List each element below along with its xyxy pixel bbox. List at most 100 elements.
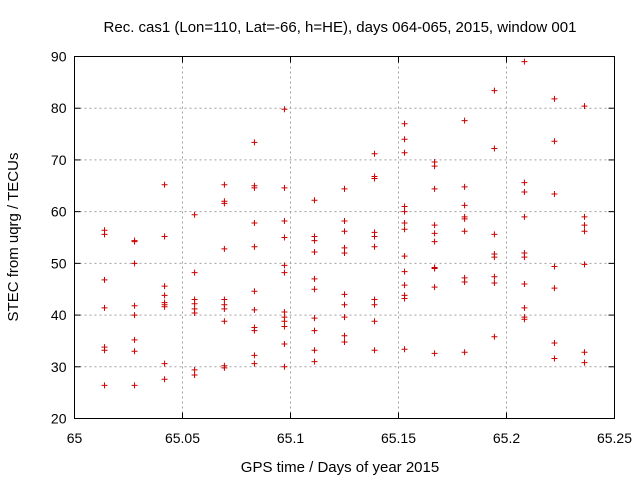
- data-point: [251, 220, 258, 227]
- data-point: [341, 250, 348, 257]
- data-point: [371, 318, 378, 325]
- data-point: [101, 382, 108, 389]
- y-tick-label: 50: [51, 255, 67, 271]
- data-point: [431, 185, 438, 192]
- data-point: [251, 352, 258, 359]
- data-point: [131, 336, 138, 343]
- data-point: [161, 292, 168, 299]
- data-point: [371, 150, 378, 157]
- data-point: [581, 261, 588, 268]
- chart-title: Rec. cas1 (Lon=110, Lat=-66, h=HE), days…: [104, 19, 577, 36]
- data-point: [311, 347, 318, 354]
- data-point: [281, 323, 288, 330]
- data-point: [341, 314, 348, 321]
- data-point: [221, 362, 228, 369]
- data-point: [311, 197, 318, 204]
- data-point: [101, 344, 108, 351]
- x-tick-label: 65.15: [381, 430, 416, 446]
- data-point: [311, 275, 318, 282]
- data-point: [281, 269, 288, 276]
- data-point: [431, 350, 438, 357]
- data-point: [161, 181, 168, 188]
- data-point: [521, 304, 528, 311]
- data-point: [251, 360, 258, 367]
- data-point: [221, 245, 228, 252]
- data-point: [401, 282, 408, 289]
- data-point: [371, 243, 378, 250]
- data-point: [371, 347, 378, 354]
- data-point: [461, 183, 468, 190]
- data-point: [401, 208, 408, 215]
- data-point: [551, 191, 558, 198]
- data-point: [341, 291, 348, 298]
- data-point: [251, 288, 258, 295]
- data-point: [341, 185, 348, 192]
- y-tick-label: 40: [51, 307, 67, 323]
- data-point: [461, 202, 468, 209]
- data-point: [371, 301, 378, 308]
- data-point: [461, 228, 468, 235]
- data-point: [431, 238, 438, 245]
- data-point: [461, 274, 468, 281]
- data-point: [311, 327, 318, 334]
- data-point: [221, 198, 228, 205]
- data-point: [281, 234, 288, 241]
- data-point: [221, 181, 228, 188]
- data-point: [521, 188, 528, 195]
- data-point: [581, 228, 588, 235]
- data-point: [521, 58, 528, 65]
- data-point: [281, 106, 288, 113]
- data-point: [311, 315, 318, 322]
- x-axis-label: GPS time / Days of year 2015: [241, 459, 439, 476]
- data-point: [191, 372, 198, 379]
- data-point: [161, 299, 168, 306]
- data-point: [401, 149, 408, 156]
- data-point: [281, 341, 288, 348]
- data-point: [131, 312, 138, 319]
- data-point: [521, 314, 528, 321]
- data-point: [401, 136, 408, 143]
- data-point: [131, 348, 138, 355]
- data-point: [581, 349, 588, 356]
- data-point: [371, 296, 378, 303]
- data-point: [311, 358, 318, 365]
- data-point: [551, 355, 558, 362]
- data-point: [401, 253, 408, 260]
- data-point: [101, 227, 108, 234]
- data-point: [461, 213, 468, 220]
- data-point: [221, 296, 228, 303]
- data-point: [461, 349, 468, 356]
- data-point: [551, 339, 558, 346]
- data-point: [431, 284, 438, 291]
- x-tick-label: 65: [67, 430, 83, 446]
- data-point: [161, 233, 168, 240]
- data-point: [221, 318, 228, 325]
- data-point: [431, 264, 438, 271]
- data-point: [251, 139, 258, 146]
- data-point: [491, 273, 498, 280]
- data-point: [341, 217, 348, 224]
- data-point: [341, 301, 348, 308]
- x-tick-label: 65.2: [493, 430, 520, 446]
- data-point: [311, 286, 318, 293]
- data-point: [251, 182, 258, 189]
- data-point: [401, 220, 408, 227]
- data-point: [131, 237, 138, 244]
- data-point: [521, 250, 528, 257]
- data-point: [491, 333, 498, 340]
- data-point: [131, 260, 138, 267]
- x-tick-label: 65.05: [165, 430, 200, 446]
- data-point: [581, 213, 588, 220]
- data-point: [431, 158, 438, 165]
- data-point: [491, 87, 498, 94]
- data-point: [281, 363, 288, 370]
- x-tick-label: 65.1: [277, 430, 304, 446]
- data-point: [281, 262, 288, 269]
- data-point: [401, 268, 408, 275]
- y-tick-label: 90: [51, 49, 67, 65]
- y-tick-label: 60: [51, 204, 67, 220]
- data-point: [131, 302, 138, 309]
- data-point: [521, 213, 528, 220]
- data-point: [101, 304, 108, 311]
